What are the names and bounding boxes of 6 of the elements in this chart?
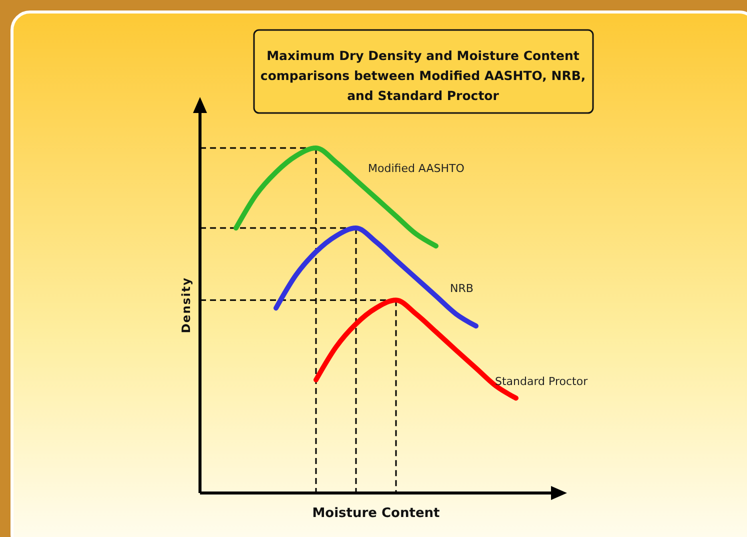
series-label: NRB [450,282,474,296]
series-label: Modified AASHTO [368,162,465,176]
y-axis-title: Density [179,276,193,334]
series-label: Standard Proctor [495,375,588,388]
x-axis-title: Moisture Content [312,506,440,521]
chart-title: Maximum Dry Density and Moisture Content comparisons between Modified AASHTO, NRB, and Standard Proctor [260,48,586,103]
